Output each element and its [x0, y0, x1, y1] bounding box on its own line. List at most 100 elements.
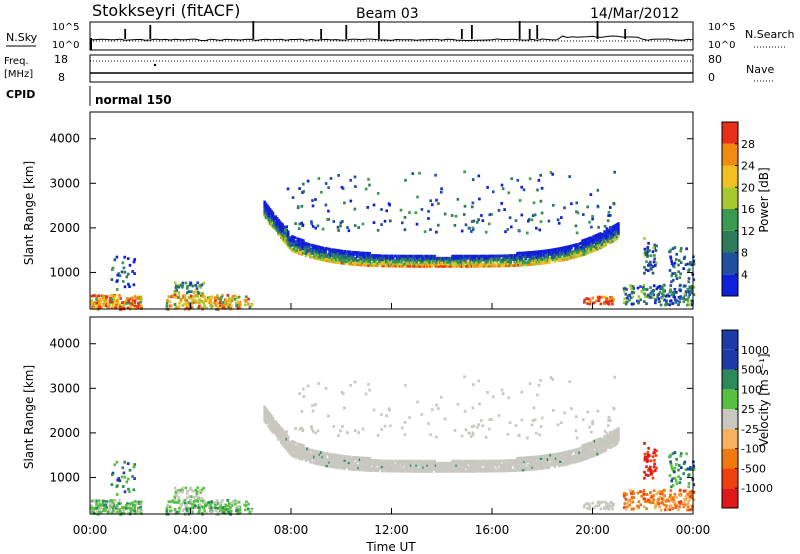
velocity-cell	[537, 457, 540, 461]
velocity-cell	[396, 461, 399, 465]
power-cell	[292, 247, 295, 251]
velocity-cell	[487, 463, 490, 467]
power-cell	[383, 219, 387, 223]
velocity-cell	[368, 457, 371, 460]
velocity-cell	[302, 395, 305, 398]
velocity-cell	[559, 456, 562, 459]
power-cell	[624, 292, 628, 296]
velocity-cell	[220, 511, 223, 515]
velocity-cell	[177, 490, 180, 494]
velocity-cell	[495, 469, 499, 473]
power-cell	[510, 177, 513, 181]
velocity-cell	[416, 463, 420, 467]
power-cell	[232, 295, 235, 298]
power-cell	[202, 301, 205, 305]
velocity-cell	[90, 499, 94, 503]
velocity-cell	[364, 468, 367, 472]
power-cell	[663, 298, 666, 302]
velocity-cell	[502, 461, 505, 465]
velocity-cell	[430, 469, 434, 473]
power-cell	[95, 301, 99, 305]
power-cell	[271, 211, 275, 215]
velocity-cell	[613, 439, 616, 443]
power-cell	[185, 306, 189, 310]
power-cell	[465, 256, 468, 260]
power-cell	[564, 252, 568, 255]
velocity-cell	[407, 463, 410, 467]
velocity-cell	[689, 495, 692, 498]
velocity-cell	[111, 509, 115, 513]
velocity-cell	[362, 456, 366, 460]
power-cell	[118, 303, 122, 306]
power-cell	[578, 250, 581, 254]
power-cell	[338, 259, 341, 263]
velocity-cell	[677, 500, 681, 504]
velocity-cell	[408, 469, 412, 473]
power-cell	[601, 234, 605, 238]
power-cell	[398, 254, 402, 258]
velocity-cell	[376, 459, 380, 463]
velocity-cell	[185, 509, 189, 512]
velocity-cell	[338, 458, 341, 462]
velocity-cell	[329, 455, 333, 458]
velocity-cell	[238, 508, 242, 512]
power-cell	[461, 264, 464, 268]
power-cell	[353, 253, 356, 256]
power-cell	[443, 260, 446, 264]
velocity-cell	[550, 455, 554, 459]
velocity-cell	[364, 458, 367, 462]
power-cell	[650, 290, 654, 293]
power-cell	[668, 290, 672, 294]
velocity-cell	[459, 465, 463, 469]
velocity-cell	[650, 495, 654, 498]
velocity-cell	[535, 431, 538, 435]
velocity-cell	[118, 508, 122, 511]
power-cell	[130, 296, 133, 300]
velocity-cell	[469, 467, 472, 471]
velocity-cell	[552, 453, 555, 457]
power-cell	[350, 262, 353, 266]
velocity-cell	[112, 502, 115, 506]
power-cell	[274, 215, 277, 219]
power-cell	[133, 301, 137, 305]
velocity-cell	[403, 421, 407, 424]
velocity-cell	[572, 448, 576, 452]
power-cell	[496, 264, 500, 268]
power-cell	[686, 298, 689, 301]
velocity-cell	[451, 469, 454, 473]
power-cell	[288, 238, 291, 241]
velocity-cell	[692, 483, 696, 487]
power-cell	[566, 257, 569, 261]
velocity-cell	[557, 458, 561, 462]
velocity-cell	[491, 459, 494, 463]
velocity-cell	[263, 417, 266, 421]
power-cell	[690, 291, 694, 295]
velocity-cell	[607, 445, 610, 448]
velocity-cell	[285, 433, 289, 437]
velocity-cell	[588, 425, 591, 429]
power-cell	[477, 174, 481, 178]
power-cell	[420, 256, 424, 260]
power-cell	[441, 262, 445, 266]
velocity-cell	[322, 455, 326, 459]
velocity-cell	[349, 457, 352, 461]
power-cell	[472, 264, 475, 268]
velocity-cell	[389, 467, 392, 471]
power-cell	[458, 262, 461, 266]
velocity-cell	[401, 459, 405, 463]
velocity-cell	[623, 494, 626, 498]
velocity-cell	[340, 466, 344, 470]
velocity-cell	[488, 461, 492, 465]
power-cell	[603, 224, 607, 228]
power-cell	[603, 240, 606, 243]
power-cell	[512, 264, 515, 267]
power-cell	[429, 199, 432, 203]
power-cell	[662, 290, 665, 293]
velocity-cell	[369, 467, 373, 470]
power-cell	[513, 256, 517, 259]
power-cell	[114, 294, 117, 298]
velocity-cell	[125, 507, 128, 510]
power-cell	[100, 298, 103, 302]
